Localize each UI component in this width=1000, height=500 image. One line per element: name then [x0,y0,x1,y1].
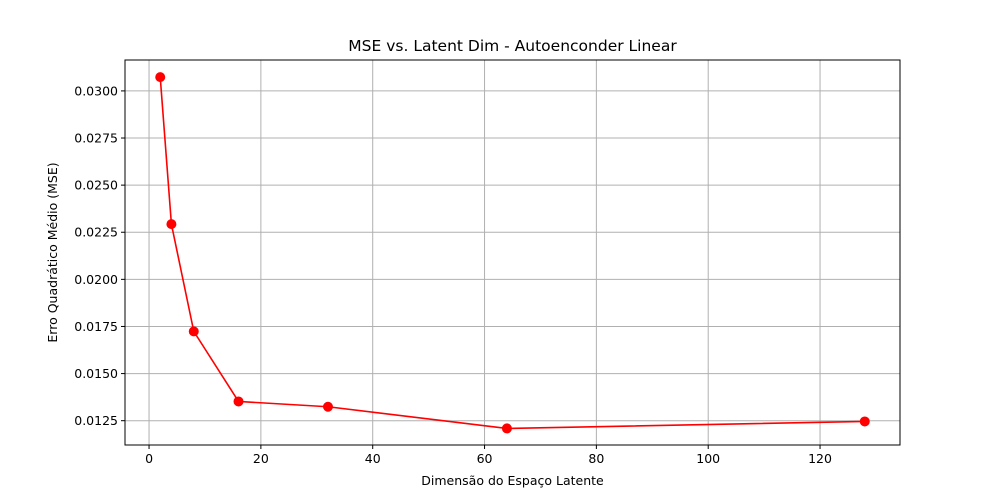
axis-ticks: 0 20 40 60 80 100 120 0.0125 0.0150 0.0175 0.0200 0… [74,83,832,466]
y-tick-label: 0.0175 [74,319,118,334]
x-tick-label: 40 [365,451,381,466]
y-tick-label: 0.0225 [74,225,118,240]
plot-area-frame [124,59,901,446]
x-tick-label: 20 [253,451,269,466]
y-tick-label: 0.0275 [74,131,118,146]
x-tick-label: 80 [588,451,604,466]
x-tick-label: 100 [696,451,720,466]
y-tick-label: 0.0250 [74,178,118,193]
x-axis-title: Dimensão do Espaço Latente [421,473,604,488]
series-layer [155,72,870,434]
data-point-marker [166,219,177,230]
x-tick-label: 60 [477,451,493,466]
y-tick-label: 0.0300 [74,83,118,98]
data-point-marker [501,423,512,434]
data-point-marker [233,396,244,407]
data-point-marker [188,326,199,337]
chart-title: MSE vs. Latent Dim - Autoenconder Linear [348,37,677,55]
data-point-marker [322,401,333,412]
y-tick-label: 0.0200 [74,272,118,287]
x-tick-label: 0 [145,451,153,466]
data-point-marker [859,416,870,427]
y-tick-label: 0.0150 [74,366,118,381]
grid-lines [125,60,900,445]
x-tick-label: 120 [808,451,832,466]
data-point-marker [155,72,166,83]
y-axis-title: Erro Quadrático Médio (MSE) [45,162,60,342]
y-tick-label: 0.0125 [74,413,118,428]
